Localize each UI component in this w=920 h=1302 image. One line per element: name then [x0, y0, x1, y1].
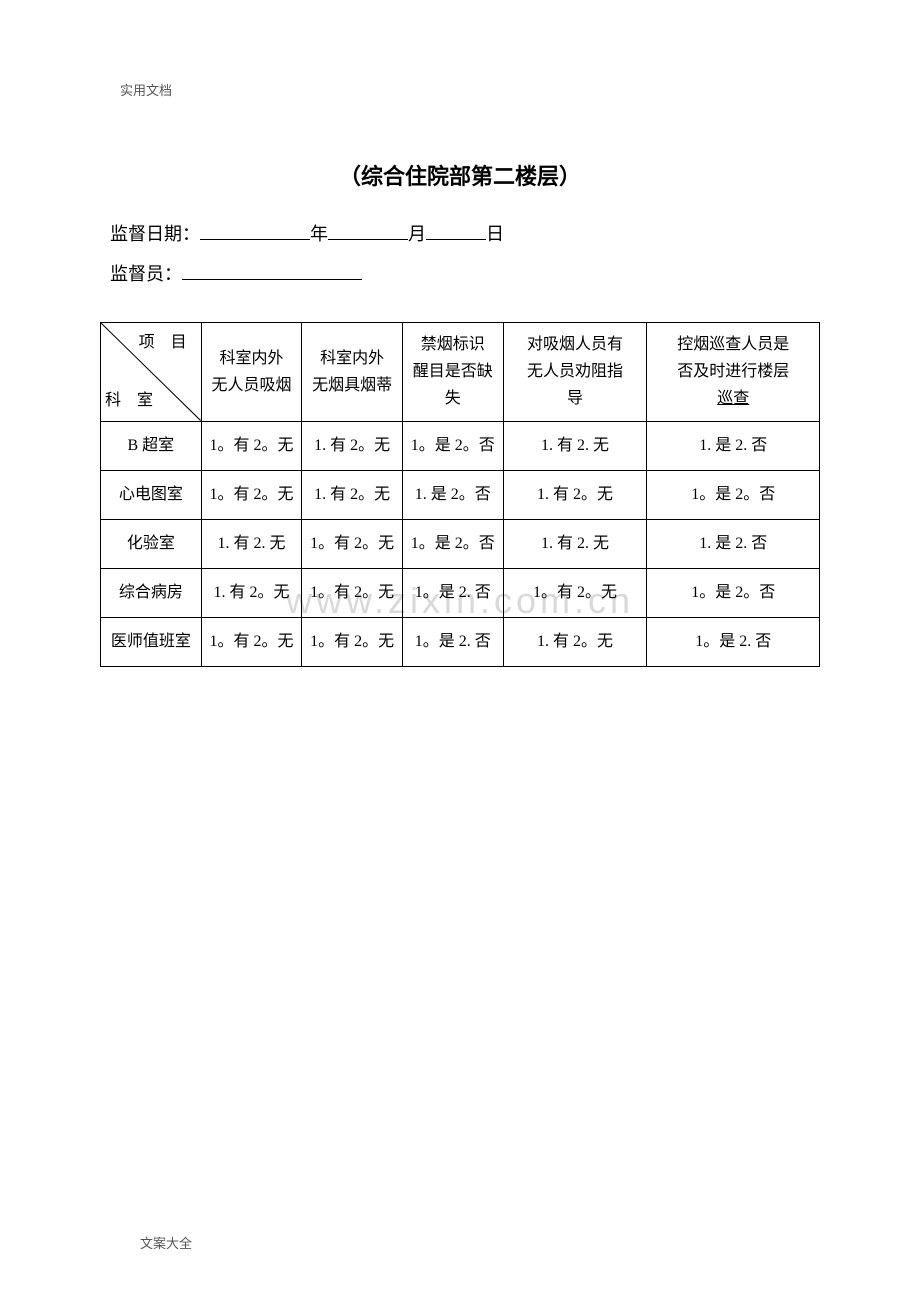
data-cell: 1。有 2。无: [302, 519, 403, 568]
page-title: （综合住院部第二楼层）: [100, 159, 820, 191]
blank-year: [200, 220, 310, 240]
diag-bottom-label: 科 室: [105, 387, 159, 414]
dept-cell: 化验室: [101, 519, 202, 568]
year-label: 年: [310, 224, 328, 244]
data-cell: 1。有 2。无: [201, 617, 302, 666]
header-tag: 实用文档: [120, 80, 820, 99]
data-cell: 1。是 2. 否: [647, 617, 820, 666]
blank-month: [328, 220, 408, 240]
inspection-table: 项 目 科 室 科室内外无人员吸烟 科室内外无烟具烟蒂 禁烟标识醒目是否缺失 对…: [100, 322, 820, 667]
data-cell: 1。是 2。否: [402, 421, 503, 470]
data-cell: 1。有 2。无: [201, 470, 302, 519]
supervisor-line: 监督员：: [110, 256, 820, 292]
blank-day: [426, 220, 486, 240]
table-row: B 超室 1。有 2。无 1. 有 2。无 1。是 2。否 1. 有 2. 无 …: [101, 421, 820, 470]
data-cell: 1. 有 2. 无: [503, 519, 647, 568]
col-header-5-underline: 巡查: [717, 390, 749, 407]
table-row: 化验室 1. 有 2. 无 1。有 2。无 1。是 2。否 1. 有 2. 无 …: [101, 519, 820, 568]
diagonal-header: 项 目 科 室: [101, 323, 202, 422]
dept-cell: 医师值班室: [101, 617, 202, 666]
footer-tag: 文案大全: [140, 1233, 192, 1252]
supervise-date-label: 监督日期：: [110, 224, 200, 244]
data-cell: 1。是 2。否: [402, 519, 503, 568]
data-cell: 1. 有 2。无: [201, 568, 302, 617]
data-cell: 1. 是 2. 否: [647, 421, 820, 470]
data-cell: 1。是 2。否: [647, 568, 820, 617]
data-cell: 1. 有 2. 无: [201, 519, 302, 568]
data-cell: 1。是 2. 否: [402, 617, 503, 666]
data-cell: 1。有 2。无: [503, 568, 647, 617]
table-row: 心电图室 1。有 2。无 1. 有 2。无 1. 是 2。否 1. 有 2。无 …: [101, 470, 820, 519]
col-header-2: 科室内外无烟具烟蒂: [302, 323, 403, 422]
data-cell: 1. 有 2。无: [302, 421, 403, 470]
day-label: 日: [486, 224, 504, 244]
data-cell: 1。是 2. 否: [402, 568, 503, 617]
data-cell: 1。是 2。否: [647, 470, 820, 519]
data-cell: 1. 是 2. 否: [647, 519, 820, 568]
data-cell: 1. 有 2。无: [302, 470, 403, 519]
table-row: 综合病房 1. 有 2。无 1。有 2。无 1。是 2. 否 1。有 2。无 1…: [101, 568, 820, 617]
data-cell: 1. 有 2。无: [503, 470, 647, 519]
form-lines: 监督日期： 年 月 日 监督员：: [110, 216, 820, 292]
data-cell: 1. 有 2。无: [503, 617, 647, 666]
dept-cell: B 超室: [101, 421, 202, 470]
dept-cell: 心电图室: [101, 470, 202, 519]
data-cell: 1。有 2。无: [302, 568, 403, 617]
col-header-1: 科室内外无人员吸烟: [201, 323, 302, 422]
dept-cell: 综合病房: [101, 568, 202, 617]
blank-supervisor: [182, 260, 362, 280]
data-cell: 1. 是 2。否: [402, 470, 503, 519]
col-header-4: 对吸烟人员有无人员劝阻指导: [503, 323, 647, 422]
data-cell: 1。有 2。无: [201, 421, 302, 470]
col-header-3: 禁烟标识醒目是否缺失: [402, 323, 503, 422]
col-header-5: 控烟巡查人员是否及时进行楼层巡查: [647, 323, 820, 422]
table-row: 医师值班室 1。有 2。无 1。有 2。无 1。是 2. 否 1. 有 2。无 …: [101, 617, 820, 666]
supervise-date-line: 监督日期： 年 月 日: [110, 216, 820, 252]
data-cell: 1. 有 2. 无: [503, 421, 647, 470]
table-header-row: 项 目 科 室 科室内外无人员吸烟 科室内外无烟具烟蒂 禁烟标识醒目是否缺失 对…: [101, 323, 820, 422]
month-label: 月: [408, 224, 426, 244]
supervisor-label: 监督员：: [110, 264, 182, 284]
col-header-5-text: 控烟巡查人员是否及时进行楼层: [677, 336, 789, 380]
diag-top-label: 项 目: [139, 329, 193, 356]
data-cell: 1。有 2。无: [302, 617, 403, 666]
